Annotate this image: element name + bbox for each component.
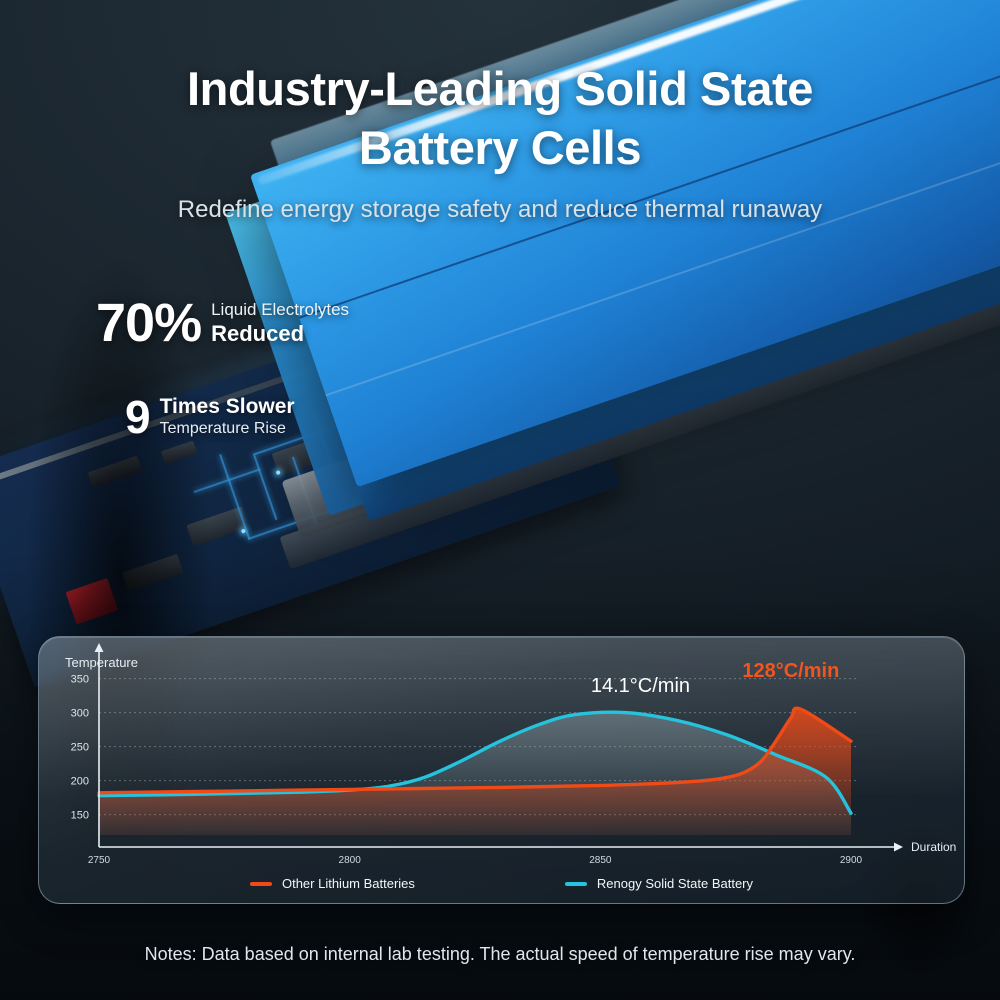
legend-item-other-lithium: Other Lithium Batteries xyxy=(249,876,415,891)
stat-label: Liquid Electrolytes Reduced xyxy=(211,299,349,348)
svg-text:300: 300 xyxy=(71,708,89,720)
svg-text:2850: 2850 xyxy=(589,855,612,866)
svg-text:250: 250 xyxy=(71,742,89,754)
stat-label-line-2: Temperature Rise xyxy=(159,420,286,438)
stat-value: 70% xyxy=(96,293,202,353)
svg-text:150: 150 xyxy=(71,810,89,822)
page-subtitle: Redefine energy storage safety and reduc… xyxy=(177,196,823,223)
stat-value: 9 xyxy=(125,391,151,443)
legend-label: Renogy Solid State Battery xyxy=(596,876,754,891)
legend-swatch xyxy=(249,881,272,886)
stat-label-line-1: Times Slower xyxy=(159,395,295,418)
stat-liquid-electrolytes: 70% Liquid Electrolytes Reduced xyxy=(96,296,349,350)
svg-text:2900: 2900 xyxy=(840,855,863,866)
footer-notes: Notes: Data based on internal lab testin… xyxy=(144,944,856,964)
stat-label: Times Slower Temperature Rise xyxy=(160,394,295,440)
title-line-1: Industry-Leading Solid State xyxy=(187,62,813,115)
svg-text:350: 350 xyxy=(71,674,89,686)
svg-text:2750: 2750 xyxy=(88,855,111,866)
title-line-2: Battery Cells xyxy=(358,120,642,174)
svg-text:Duration: Duration xyxy=(911,840,956,854)
chart-legend: Other Lithium Batteries Renogy Solid Sta… xyxy=(39,876,964,891)
stat-temperature-rise: 9 Times Slower Temperature Rise xyxy=(125,394,295,440)
page-title: Industry-Leading Solid State Battery Cel… xyxy=(0,60,1000,178)
svg-text:200: 200 xyxy=(71,776,89,788)
svg-text:14.1°C/min: 14.1°C/min xyxy=(591,675,690,697)
svg-text:2800: 2800 xyxy=(339,855,362,866)
svg-text:128°C/min: 128°C/min xyxy=(742,660,839,682)
legend-label: Other Lithium Batteries xyxy=(281,876,415,891)
temperature-chart: 150 200 250 300 350 2750 2800 2850 2900 Duration 1… xyxy=(71,643,956,866)
legend-item-renogy-solid-state: Renogy Solid State Battery xyxy=(564,876,754,891)
stat-label-line-1: Liquid Electrolytes xyxy=(211,299,350,319)
y-axis-title: Temperature xyxy=(65,655,138,670)
legend-swatch xyxy=(564,881,587,886)
thermal-runaway-chart-panel: Temperature 150 200 250 300 350 2750 2800 2850 2… xyxy=(38,636,965,904)
stat-label-line-2: Reduced xyxy=(211,320,305,346)
